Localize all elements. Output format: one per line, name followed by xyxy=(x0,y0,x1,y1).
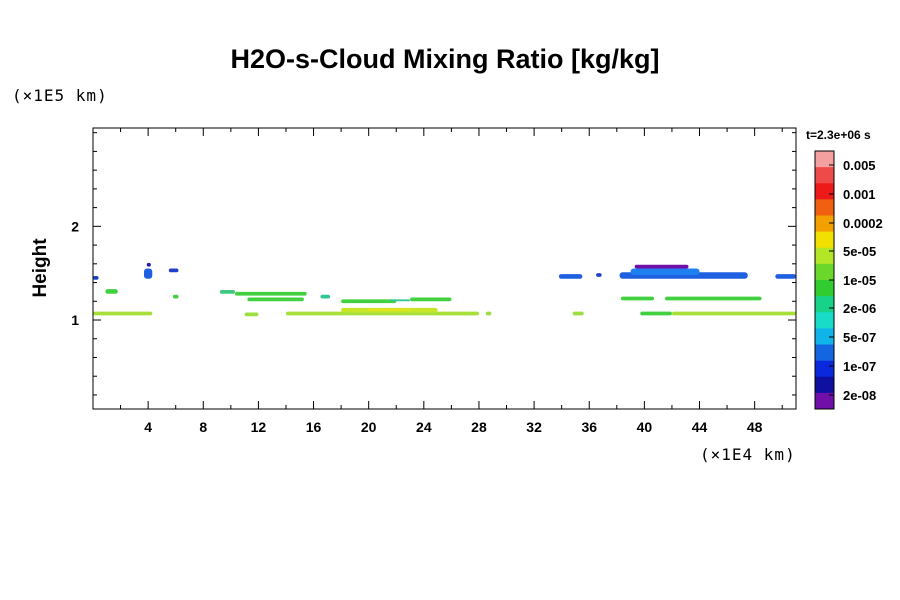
colorbar-swatch xyxy=(815,328,834,345)
x-tick-label: 24 xyxy=(416,419,432,435)
colorbar-label: 1e-05 xyxy=(843,273,876,288)
x-tick-label: 20 xyxy=(361,419,377,435)
cloud-patch-16 xyxy=(172,294,179,299)
colorbar-swatch xyxy=(815,183,834,200)
cloud-patch-11 xyxy=(93,275,99,280)
chart-title: H2O-s-Cloud Mixing Ratio [kg/kg] xyxy=(230,44,660,74)
cloud-patch-28 xyxy=(671,311,796,316)
x-tick-label: 44 xyxy=(692,419,708,435)
x-tick-label: 12 xyxy=(251,419,267,435)
colorbar-swatch xyxy=(815,376,834,394)
time-label: t=2.3e+06 s xyxy=(806,128,871,142)
cloud-patch-4 xyxy=(244,312,259,317)
x-tick-label: 36 xyxy=(581,419,597,435)
cloud-patch-13 xyxy=(144,268,153,279)
cloud-patch-10 xyxy=(389,299,411,302)
colorbar-swatch xyxy=(815,344,834,361)
cloud-patch-19 xyxy=(558,274,583,279)
cloud-patch-18 xyxy=(485,311,492,316)
cloud-patch-12 xyxy=(105,289,118,294)
colorbar-swatch xyxy=(815,392,834,410)
colorbar-label: 2e-08 xyxy=(843,388,876,403)
x-tick-label: 40 xyxy=(637,419,653,435)
x-tick-label: 16 xyxy=(306,419,322,435)
x-scale-note: (×1E4 km) xyxy=(700,445,796,464)
y-scale-note: (×1E5 km) xyxy=(12,86,108,105)
colorbar-label: 0.0002 xyxy=(843,216,883,231)
cloud-patch-23 xyxy=(630,268,700,276)
colorbar-swatch xyxy=(815,151,834,168)
cloud-patch-6 xyxy=(341,299,397,304)
colorbar-swatch xyxy=(815,199,834,216)
cloud-patch-20 xyxy=(572,311,584,316)
cloud-patch-0 xyxy=(93,311,153,316)
cloud-patch-27 xyxy=(640,311,672,316)
y-tick-label: 2 xyxy=(71,218,79,234)
cloud-patch-25 xyxy=(620,296,655,301)
colorbar-label: 5e-05 xyxy=(843,244,876,259)
colorbar-label: 0.005 xyxy=(843,158,876,173)
cloud-patch-8 xyxy=(368,308,411,311)
colorbar-swatch xyxy=(815,231,834,249)
x-tick-label: 48 xyxy=(747,419,763,435)
cloud-patch-26 xyxy=(665,296,762,301)
colorbar-swatch xyxy=(815,167,834,184)
colorbar-swatch xyxy=(815,296,834,313)
cloud-patch-15 xyxy=(168,268,179,273)
colorbar-label: 1e-07 xyxy=(843,359,876,374)
x-tick-label: 28 xyxy=(471,419,487,435)
cloud-patch-3 xyxy=(247,297,304,302)
plot-frame xyxy=(92,127,797,410)
y-tick-label: 1 xyxy=(71,312,79,328)
cloud-patch-1 xyxy=(219,290,235,294)
cloud-patch-17 xyxy=(320,294,331,299)
colorbar-swatch xyxy=(815,263,834,281)
colorbar-swatch xyxy=(815,247,834,265)
colorbar-swatch xyxy=(815,360,834,378)
colorbar: 0.005 0.001 0.0002 5e-05 1e-05 2e-06 5e-07 1e-0… xyxy=(814,150,883,410)
cloud-patch-9 xyxy=(410,297,452,302)
x-tick-label: 32 xyxy=(526,419,542,435)
colorbar-label: 5e-07 xyxy=(843,330,876,345)
cloud-patch-2 xyxy=(234,291,307,296)
cloud-field xyxy=(93,262,796,317)
x-tick-label: 8 xyxy=(199,419,207,435)
colorbar-label: 0.001 xyxy=(843,187,876,202)
cloud-patch-21 xyxy=(596,273,602,277)
colorbar-swatch xyxy=(815,312,834,329)
colorbar-label: 2e-06 xyxy=(843,301,876,316)
cloud-patch-29 xyxy=(775,274,796,279)
x-tick-label: 4 xyxy=(144,419,152,435)
cloud-patch-24 xyxy=(634,264,689,269)
colorbar-swatch xyxy=(815,215,834,232)
colorbar-swatch xyxy=(815,280,834,297)
cloud-patch-14 xyxy=(146,262,151,267)
cloud-patch-5 xyxy=(285,311,479,316)
